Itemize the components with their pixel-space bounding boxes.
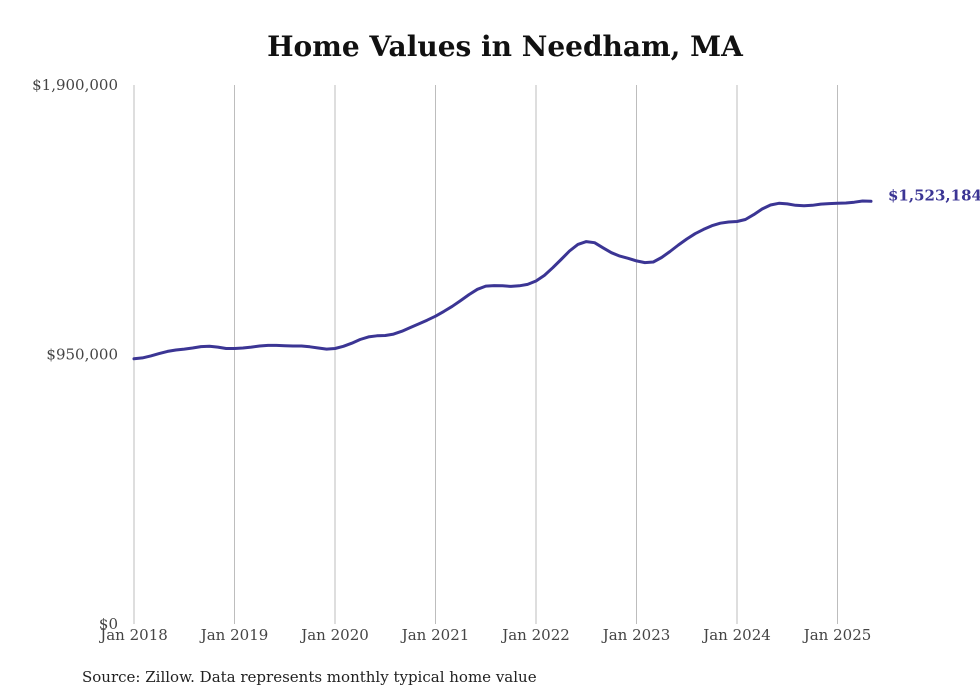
chart-title: Home Values in Needham, MA	[267, 30, 743, 63]
source-note: Source: Zillow. Data represents monthly …	[82, 668, 537, 686]
y-axis: $0 $950,000 $1,900,000	[32, 76, 118, 633]
series-layer: $1,523,184	[132, 186, 980, 361]
series-line	[132, 199, 873, 361]
y-tick-label: $1,900,000	[32, 76, 118, 94]
x-tick-label: Jan 2019	[199, 626, 269, 644]
y-tick-label: $950,000	[46, 346, 118, 364]
gridlines	[133, 85, 838, 624]
x-tick-label: Jan 2020	[299, 626, 369, 644]
x-tick-label: Jan 2024	[701, 626, 771, 644]
x-tick-label: Jan 2025	[802, 626, 872, 644]
x-tick-label: Jan 2022	[500, 626, 570, 644]
x-tick-label: Jan 2021	[400, 626, 470, 644]
x-tick-label: Jan 2018	[98, 626, 168, 644]
x-tick-label: Jan 2023	[601, 626, 671, 644]
end-value-label: $1,523,184	[888, 186, 980, 204]
x-axis: Jan 2018 Jan 2019 Jan 2020 Jan 2021 Jan 2022…	[98, 626, 871, 644]
y-tick-label: $0	[99, 615, 118, 633]
